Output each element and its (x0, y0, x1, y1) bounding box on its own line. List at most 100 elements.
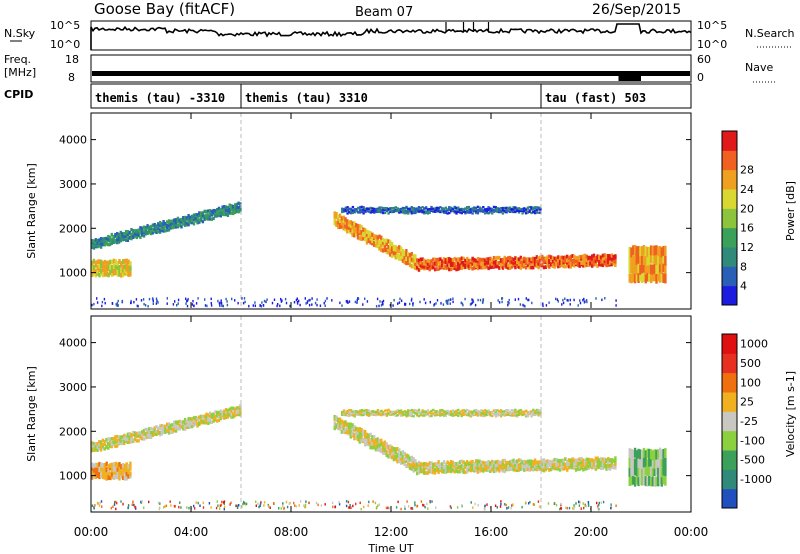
heatmap-cell (94, 442, 97, 446)
noise-cell (286, 505, 289, 509)
nsearch-tick-top: 10^5 (697, 19, 727, 32)
noise-cell (602, 500, 605, 504)
heatmap-cell (460, 414, 463, 418)
heatmap-cell (408, 456, 412, 461)
noise-cell (268, 505, 270, 508)
heatmap-cell (421, 468, 424, 472)
noise-cell (501, 297, 503, 300)
heatmap-cell (100, 268, 103, 274)
noise-cell (393, 298, 395, 302)
heatmap-cell (125, 462, 128, 468)
noise-cell (220, 299, 222, 302)
heatmap-cell (92, 467, 96, 473)
heatmap-cell (482, 265, 485, 270)
noise-cell (364, 297, 366, 300)
heatmap-cell (523, 262, 526, 267)
heatmap-cell (340, 219, 344, 224)
heatmap-cell (428, 211, 431, 214)
noise-cell (282, 502, 284, 505)
heatmap-cell (474, 465, 478, 470)
heatmap-cell (653, 254, 656, 264)
heatmap-cell (526, 467, 530, 472)
heatmap-cell (151, 433, 155, 437)
heatmap-cell (451, 463, 455, 467)
heatmap-cell (392, 206, 396, 210)
heatmap-cell (217, 210, 221, 214)
heatmap-cell (141, 232, 144, 237)
heatmap-cell (132, 438, 135, 442)
heatmap-cell (432, 470, 435, 475)
heatmap-cell (389, 209, 392, 212)
heatmap-cell (118, 271, 121, 277)
noise-cell (113, 503, 116, 506)
heatmap-cell (437, 470, 440, 474)
heatmap-cell (651, 245, 655, 256)
heatmap-cell (437, 264, 440, 269)
heatmap-cell (480, 261, 483, 265)
heatmap-cell (478, 410, 481, 413)
heatmap-cell (474, 258, 478, 263)
heatmap-cell (512, 261, 515, 265)
heatmap-cell (439, 257, 442, 262)
heatmap-cell (396, 207, 399, 210)
noise-cell (472, 300, 475, 304)
heatmap-cell (376, 207, 380, 210)
heatmap-cell (614, 456, 617, 461)
heatmap-cell (489, 411, 492, 414)
heatmap-cell (394, 447, 397, 452)
heatmap-cell (614, 263, 617, 267)
heatmap-cell (530, 265, 533, 270)
heatmap-cell (364, 434, 367, 439)
noise-cell (221, 304, 223, 307)
heatmap-cell (549, 262, 553, 267)
heatmap-cell (444, 209, 447, 212)
heatmap-cell (642, 245, 646, 255)
heatmap-cell (419, 462, 422, 466)
heatmap-cell (467, 205, 471, 209)
heatmap-cell (517, 207, 521, 210)
heatmap-cell (539, 465, 542, 470)
noise-cell (578, 500, 580, 503)
heatmap-cell (121, 463, 125, 468)
heatmap-cell (371, 232, 374, 237)
heatmap-cell (526, 210, 530, 213)
heatmap-cell (192, 423, 196, 427)
noise-cell (100, 500, 103, 503)
heatmap-cell (124, 434, 128, 438)
heatmap-cell (458, 460, 462, 464)
heatmap-cell (373, 208, 376, 211)
heatmap-cell (607, 263, 610, 267)
noise-cell (435, 506, 437, 509)
noise-cell (517, 297, 520, 301)
heatmap-cell (144, 436, 147, 440)
heatmap-cell (149, 426, 153, 431)
heatmap-cell (362, 413, 365, 417)
heatmap-cell (396, 209, 399, 212)
heatmap-cell (346, 422, 349, 427)
nsky-series-line (90, 23, 692, 50)
heatmap-cell (164, 221, 167, 226)
heatmap-cell (628, 448, 631, 459)
heatmap-cell (601, 256, 605, 261)
heatmap-cell (519, 467, 522, 471)
heatmap-cell (373, 210, 376, 213)
heatmap-cell (385, 442, 388, 447)
heatmap-cell (198, 220, 201, 224)
heatmap-cell (346, 212, 349, 215)
heatmap-cell (118, 470, 121, 476)
heatmap-cell (637, 263, 640, 274)
heatmap-cell (476, 410, 480, 413)
heatmap-cell (148, 229, 151, 233)
heatmap-cell (208, 411, 212, 415)
heatmap-cell (392, 244, 396, 249)
noise-cell (409, 302, 411, 306)
heatmap-cell (610, 460, 613, 465)
heatmap-cell (555, 458, 558, 462)
heatmap-cell (603, 457, 606, 462)
heatmap-cell (557, 255, 560, 260)
y-tick-label: 1000 (59, 470, 87, 483)
heatmap-cell (353, 410, 356, 413)
noise-cell (331, 501, 334, 505)
heatmap-cell (367, 433, 370, 438)
heatmap-cell (512, 414, 515, 417)
